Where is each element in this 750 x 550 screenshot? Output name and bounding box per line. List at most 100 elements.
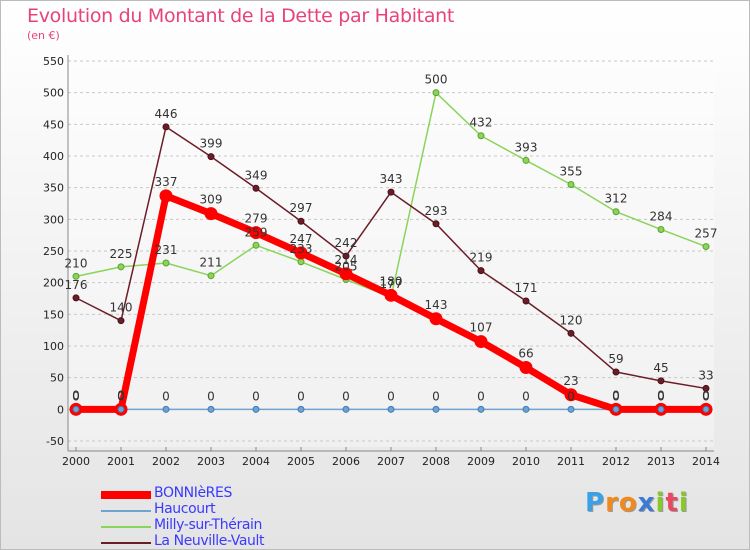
point-la-neuville-vault: [657, 377, 665, 385]
point-haucourt: [657, 405, 665, 413]
point-la-neuville-vault: [387, 188, 395, 196]
point-milly-sur-therain: [72, 272, 80, 280]
data-label-bonnieres: 0: [117, 388, 125, 402]
point-la-neuville-vault: [162, 123, 170, 131]
x-tick-label: 2007: [377, 455, 405, 468]
data-label-la-neuville-vault: 33: [698, 368, 713, 382]
point-haucourt: [342, 405, 350, 413]
data-label-milly-sur-therain: 393: [515, 140, 538, 154]
data-label-milly-sur-therain: 211: [200, 256, 223, 270]
data-label-la-neuville-vault: 45: [653, 361, 668, 375]
point-la-neuville-vault: [297, 217, 305, 225]
y-tick-label: 500: [43, 87, 64, 100]
data-label-haucourt: 0: [432, 389, 440, 403]
plot-area: [68, 55, 714, 447]
data-label-haucourt: 0: [297, 389, 305, 403]
point-milly-sur-therain: [297, 258, 305, 266]
x-tick-label: 2011: [557, 455, 585, 468]
point-la-neuville-vault: [117, 317, 125, 325]
point-milly-sur-therain: [567, 181, 575, 188]
point-la-neuville-vault: [612, 368, 620, 376]
data-label-la-neuville-vault: 349: [245, 168, 268, 182]
logo-letter: x: [637, 488, 656, 518]
data-label-milly-sur-therain: 284: [650, 209, 673, 223]
point-la-neuville-vault: [342, 252, 350, 260]
data-label-haucourt: 0: [252, 389, 260, 403]
proxiti-logo: Proxiti: [585, 488, 689, 518]
data-label-milly-sur-therain: 432: [470, 116, 493, 130]
x-tick-label: 2001: [107, 455, 135, 468]
data-label-haucourt: 0: [702, 389, 710, 403]
data-label-la-neuville-vault: 446: [155, 107, 178, 121]
data-label-la-neuville-vault: 399: [200, 137, 223, 151]
point-haucourt: [252, 405, 260, 413]
point-la-neuville-vault: [567, 329, 575, 337]
legend: BONNIèRES Haucourt Milly-sur-Thérain La Neu…: [101, 485, 361, 550]
x-tick-label: 2006: [332, 455, 360, 468]
point-bonnieres: [519, 361, 533, 375]
x-tick-label: 2008: [422, 455, 450, 468]
data-label-haucourt: 0: [387, 389, 395, 403]
legend-item-haucourt: Haucourt: [101, 501, 361, 518]
data-label-bonnieres: 0: [702, 388, 710, 402]
point-la-neuville-vault: [432, 220, 440, 228]
data-label-haucourt: 0: [342, 389, 350, 403]
data-label-bonnieres: 0: [612, 388, 620, 402]
legend-label: Milly-sur-Thérain: [154, 517, 262, 533]
point-bonnieres: [249, 226, 263, 240]
data-label-milly-sur-therain: 210: [65, 256, 88, 270]
legend-item-la-neuville-vault: La Neuville-Vault: [101, 533, 361, 550]
logo-letter: t: [665, 488, 679, 518]
legend-swatch: [101, 491, 151, 499]
point-bonnieres: [294, 246, 308, 260]
point-haucourt: [72, 405, 80, 413]
y-tick-label: 450: [43, 118, 64, 131]
point-milly-sur-therain: [432, 89, 440, 97]
point-la-neuville-vault: [207, 153, 215, 161]
point-milly-sur-therain: [477, 132, 485, 140]
point-bonnieres: [384, 288, 398, 302]
x-tick-label: 2010: [512, 455, 540, 468]
point-haucourt: [387, 405, 395, 413]
point-milly-sur-therain: [702, 243, 710, 251]
data-label-haucourt: 0: [612, 389, 620, 403]
data-label-bonnieres: 0: [72, 388, 80, 402]
x-tick-label: 2000: [62, 455, 90, 468]
data-label-haucourt: 0: [207, 389, 215, 403]
point-haucourt: [477, 405, 485, 413]
legend-item-milly-sur-therain: Milly-sur-Thérain: [101, 517, 361, 534]
logo-letter: P: [585, 488, 606, 518]
data-label-milly-sur-therain: 500: [425, 73, 448, 87]
chart-title: Evolution du Montant de la Dette par Hab…: [27, 5, 455, 27]
point-la-neuville-vault: [702, 384, 710, 392]
data-label-haucourt: 0: [72, 389, 80, 403]
data-label-bonnieres: 247: [290, 232, 313, 246]
point-la-neuville-vault: [477, 267, 485, 275]
point-milly-sur-therain: [162, 259, 170, 267]
data-label-milly-sur-therain: 259: [245, 225, 268, 239]
y-tick-label: 550: [43, 55, 64, 68]
data-label-haucourt: 0: [477, 389, 485, 403]
data-label-bonnieres: 0: [657, 388, 665, 402]
point-milly-sur-therain: [252, 241, 260, 249]
point-milly-sur-therain: [657, 225, 665, 233]
y-tick-label: 200: [43, 277, 64, 290]
legend-swatch: [101, 526, 151, 528]
legend-swatch: [101, 542, 151, 544]
legend-label: Haucourt: [154, 501, 216, 517]
point-bonnieres: [204, 207, 218, 221]
data-label-la-neuville-vault: 59: [608, 352, 623, 366]
point-milly-sur-therain: [207, 272, 215, 280]
data-label-haucourt: 0: [117, 389, 125, 403]
point-haucourt: [612, 405, 620, 413]
data-label-bonnieres: 337: [155, 175, 178, 189]
point-bonnieres: [429, 312, 443, 326]
data-label-haucourt: 0: [657, 389, 665, 403]
x-tick-label: 2003: [197, 455, 225, 468]
data-label-la-neuville-vault: 140: [110, 301, 133, 315]
point-milly-sur-therain: [117, 263, 125, 271]
logo-letter: o: [618, 488, 638, 518]
y-tick-label: 250: [43, 245, 64, 258]
x-tick-label: 2004: [242, 455, 270, 468]
point-bonnieres: [339, 267, 353, 281]
